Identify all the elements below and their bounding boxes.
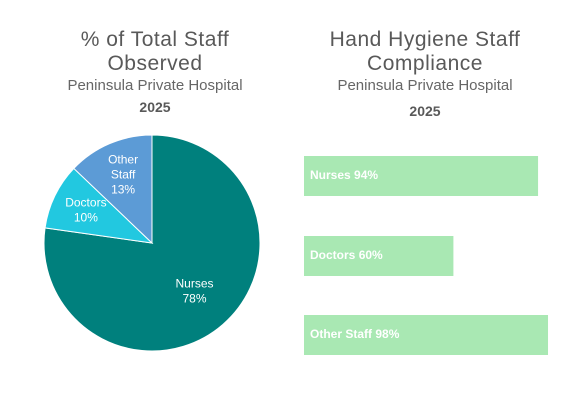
value-label: 98% xyxy=(375,327,399,341)
bar-label: Other Staff 98% xyxy=(310,327,400,341)
bar-label: Doctors 60% xyxy=(310,248,383,262)
bar xyxy=(304,236,454,276)
value-label: 13% xyxy=(111,183,135,197)
subtitle: Peninsula Private Hospital xyxy=(67,77,243,94)
bar xyxy=(304,156,539,196)
category-label: Nurses xyxy=(175,277,213,291)
pie-header: % of Total Staff Observed Peninsula Priv… xyxy=(40,28,270,118)
value-label: 78% xyxy=(182,292,206,306)
chart-title: Hand Hygiene Staff Compliance xyxy=(329,28,521,75)
category-label: Nurses xyxy=(310,168,351,182)
category-label: Doctors xyxy=(65,196,106,210)
category-label: Other Staff xyxy=(310,327,373,341)
value-label: 10% xyxy=(74,211,98,225)
pie-slice xyxy=(73,134,153,245)
pie-slice xyxy=(43,134,261,352)
bar-header: Hand Hygiene Staff Compliance Peninsula … xyxy=(315,28,535,122)
value-label: 60% xyxy=(359,248,383,262)
slice-label: Other Staff 13% xyxy=(108,153,138,197)
category-label: Other xyxy=(108,153,138,167)
chart-title: % of Total Staff Observed xyxy=(80,28,230,75)
year: 2025 xyxy=(139,99,171,115)
category-label: Doctors xyxy=(310,248,356,262)
value-label: 94% xyxy=(354,168,378,182)
slice-label: Nurses 78% xyxy=(175,277,213,306)
year: 2025 xyxy=(409,103,441,119)
slice-label: Doctors 10% xyxy=(65,196,106,225)
category-label: Staff xyxy=(111,168,136,182)
subtitle: Peninsula Private Hospital xyxy=(337,77,513,94)
bar-label: Nurses 94% xyxy=(310,168,378,182)
bar xyxy=(304,315,549,355)
